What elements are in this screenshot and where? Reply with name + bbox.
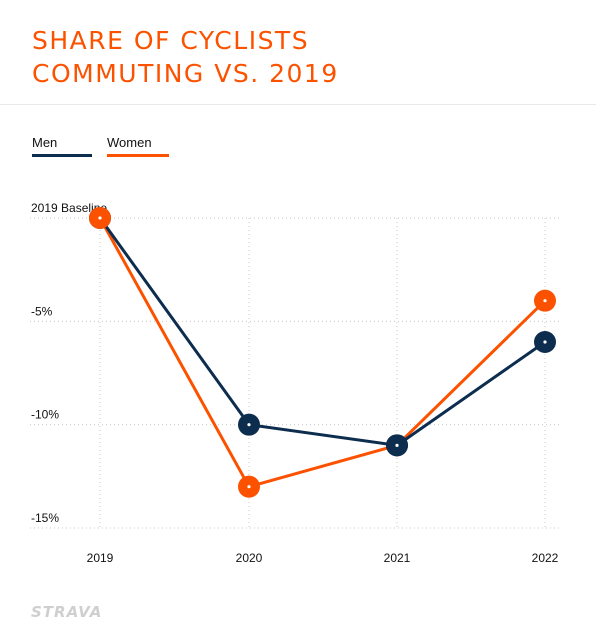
x-tick-label-1: 2020 (236, 551, 263, 565)
legend-swatch-men (32, 154, 92, 157)
data-point-center-men-2021 (395, 443, 399, 447)
legend-item-women: Women (107, 135, 169, 157)
y-tick-label-0: 2019 Baseline (31, 201, 107, 215)
y-tick-label-2: -10% (31, 408, 59, 422)
legend-label-men: Men (32, 135, 58, 150)
x-tick-label-3: 2022 (532, 551, 559, 565)
strava-logo: STRAVA (31, 603, 103, 621)
data-point-center-men-2022 (543, 340, 547, 344)
y-tick-label-1: -5% (31, 304, 53, 318)
x-tick-label-0: 2019 (87, 551, 114, 565)
legend-label-women: Women (107, 135, 152, 150)
legend-item-men: Men (32, 135, 92, 157)
series-line-men (98, 217, 546, 447)
data-point-center-men-2020 (247, 423, 251, 427)
title-divider (0, 104, 596, 105)
data-point-center-women-2019 (98, 216, 102, 220)
chart-title-line-1: SHARE OF CYCLISTS (32, 26, 310, 55)
data-point-center-women-2022 (543, 299, 547, 303)
y-tick-label-3: -15% (31, 511, 59, 525)
series-line-women (98, 217, 547, 489)
data-point-center-women-2020 (247, 485, 251, 489)
chart-title: SHARE OF CYCLISTS COMMUTING VS. 2019 (32, 24, 572, 90)
x-tick-label-2: 2021 (384, 551, 411, 565)
chart-title-line-2: COMMUTING VS. 2019 (32, 59, 339, 88)
legend-swatch-women (107, 154, 169, 157)
